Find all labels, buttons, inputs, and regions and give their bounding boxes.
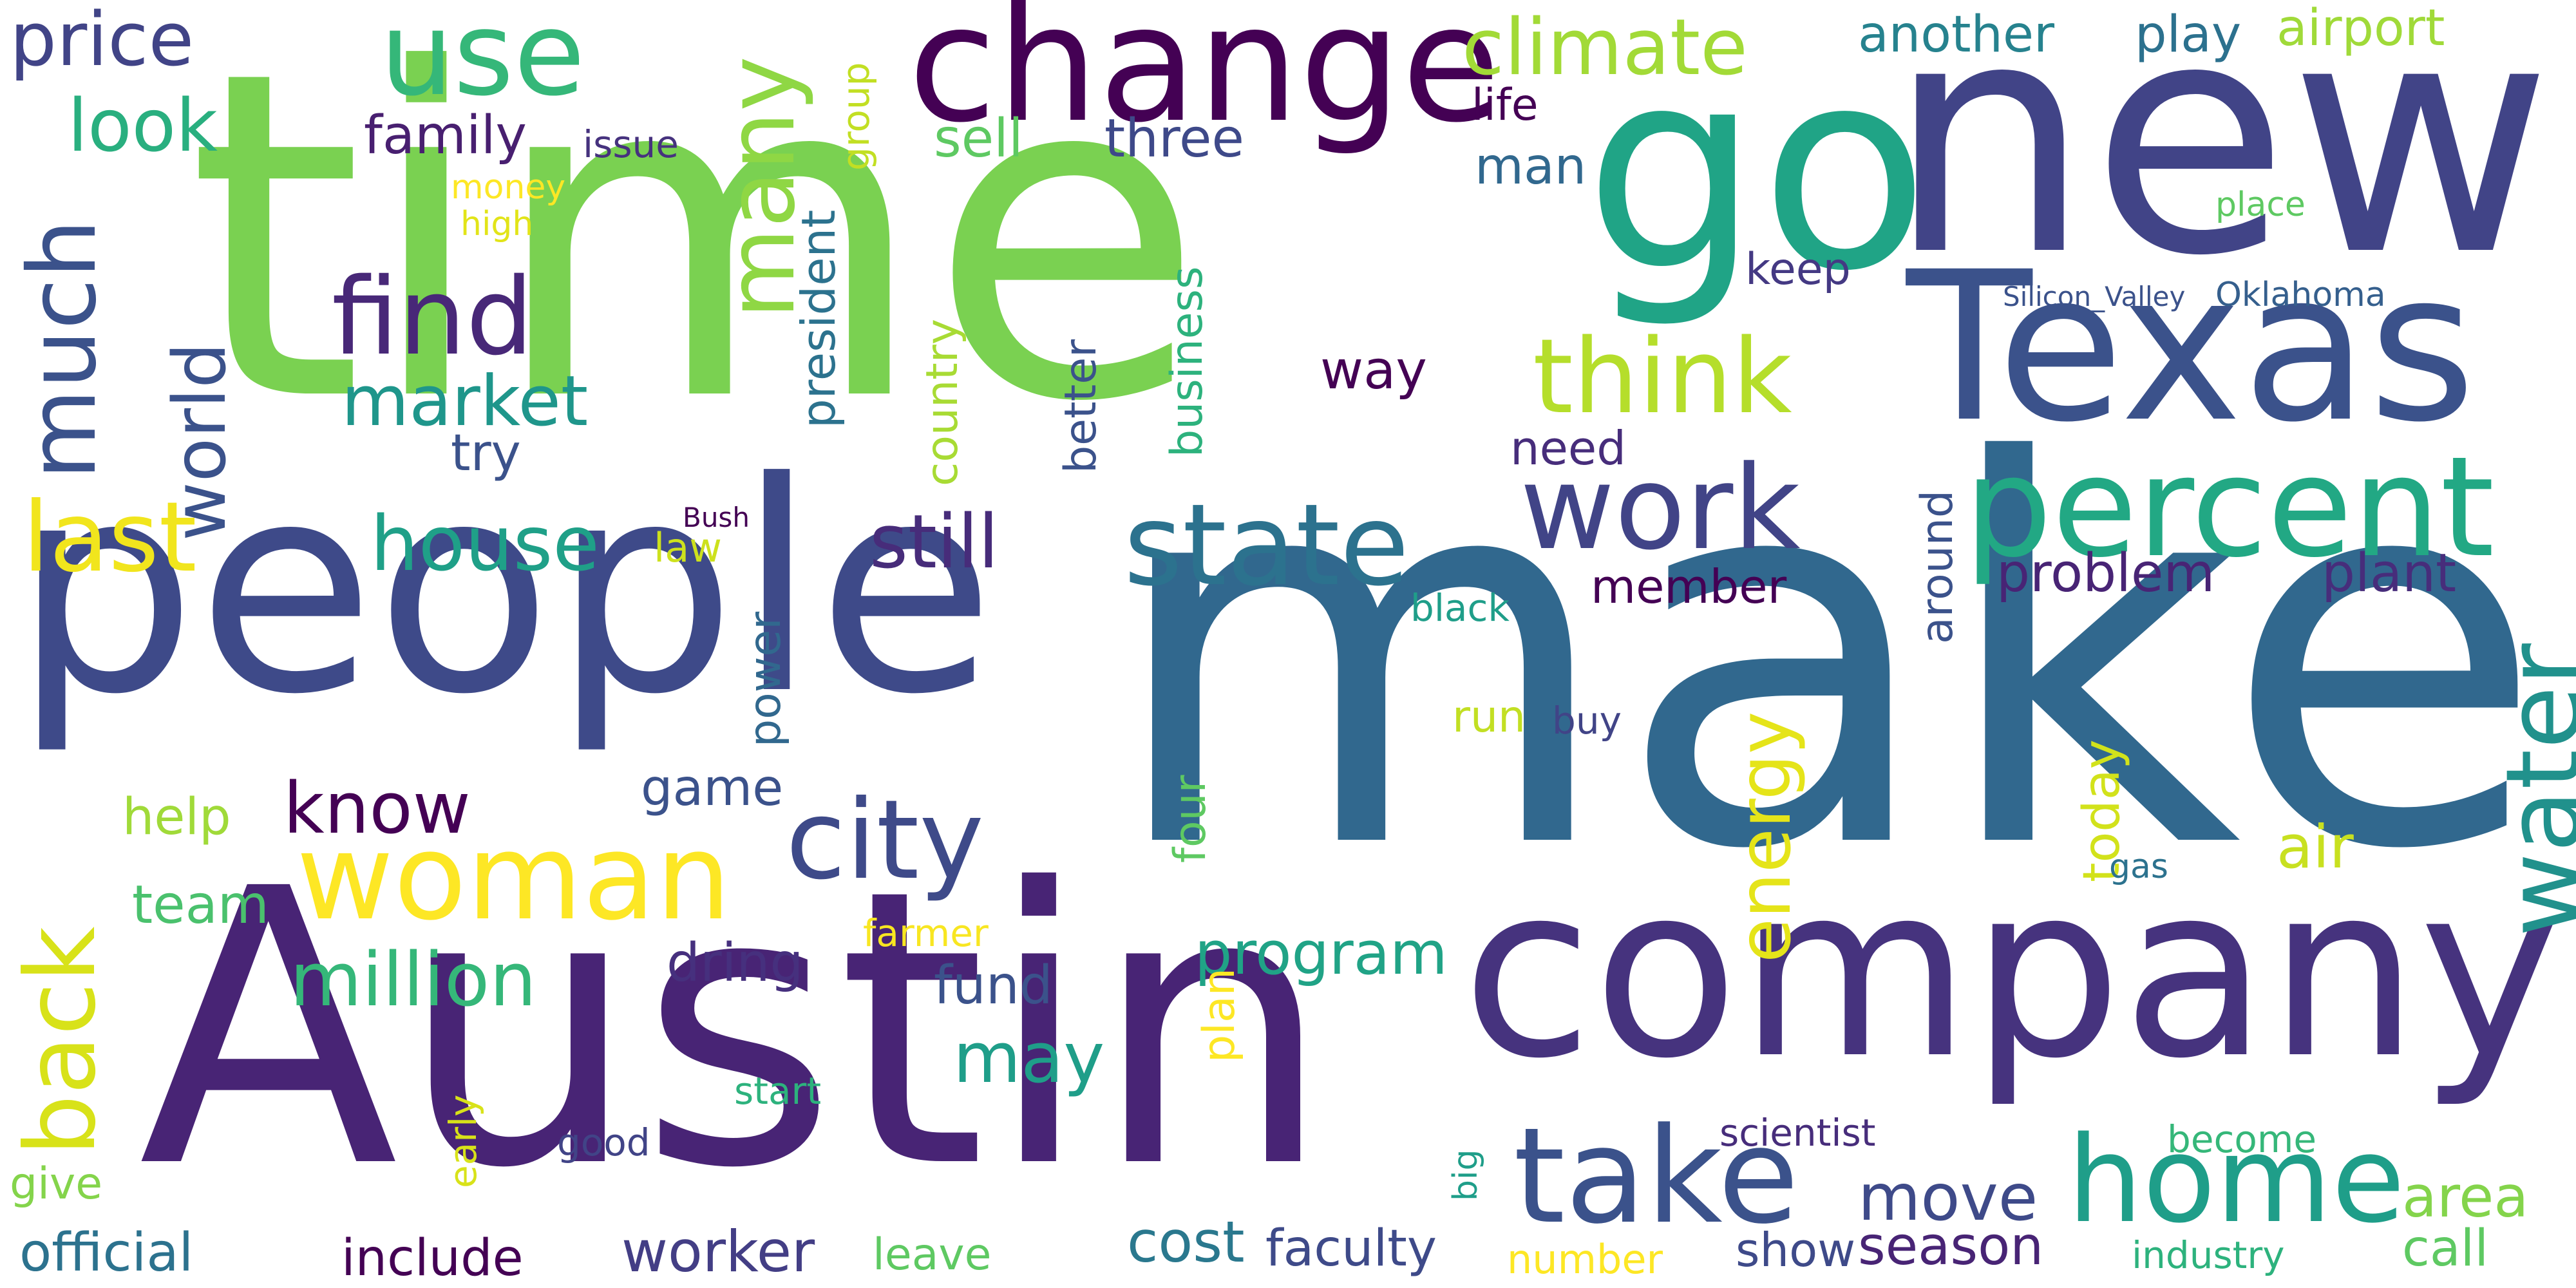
- word-work: work: [1520, 441, 1801, 576]
- word-early: early: [441, 1094, 485, 1188]
- word-problem: problem: [1996, 543, 2215, 604]
- word-Oklahoma: Oklahoma: [2215, 276, 2386, 314]
- word-good: good: [557, 1121, 650, 1164]
- word-law: law: [654, 524, 722, 571]
- word-start: start: [734, 1069, 822, 1113]
- word-program: program: [1195, 919, 1448, 988]
- word-new: new: [1887, 0, 2553, 326]
- word-big: big: [1446, 1149, 1485, 1201]
- word-try: try: [451, 424, 521, 482]
- word-family: family: [364, 105, 527, 166]
- word-include: include: [341, 1229, 524, 1287]
- word-run: run: [1452, 692, 1526, 743]
- word-call: call: [2402, 1220, 2489, 1278]
- word-season: season: [1858, 1216, 2044, 1277]
- word-price: price: [10, 0, 194, 83]
- word-know: know: [283, 767, 471, 849]
- word-give: give: [10, 1159, 103, 1209]
- word-climate: climate: [1462, 3, 1748, 93]
- word-industry: industry: [2132, 1233, 2285, 1277]
- word-water: water: [2483, 643, 2576, 937]
- word-around: around: [1912, 489, 1963, 644]
- word-high: high: [460, 205, 534, 243]
- word-energy: energy: [1723, 711, 1807, 963]
- word-money: money: [451, 168, 566, 207]
- word-official: official: [19, 1222, 194, 1283]
- word-still: still: [869, 499, 999, 585]
- word-go: go: [1584, 10, 1930, 332]
- word-find: find: [332, 255, 534, 379]
- word-people: people: [13, 421, 996, 758]
- word-power: power: [740, 611, 791, 747]
- word-plant: plant: [2322, 543, 2457, 604]
- word-buy: buy: [1552, 699, 1622, 743]
- word-four: four: [1165, 775, 1216, 863]
- word-country: country: [917, 318, 968, 486]
- word-leave: leave: [873, 1229, 992, 1280]
- word-think: think: [1533, 316, 1792, 437]
- word-issue: issue: [583, 122, 679, 166]
- word-three: three: [1104, 108, 1244, 169]
- word-scientist: scientist: [1719, 1111, 1876, 1155]
- word-man: man: [1475, 138, 1587, 196]
- word-help: help: [122, 788, 231, 846]
- word-black: black: [1410, 586, 1510, 630]
- word-group: group: [834, 62, 878, 171]
- word-plan: plan: [1194, 968, 1245, 1063]
- word-time: time: [187, 0, 1206, 500]
- word-percent: percent: [1964, 426, 2495, 588]
- word-member: member: [1591, 560, 1787, 614]
- word-life: life: [1472, 80, 1539, 131]
- word-state: state: [1124, 480, 1410, 611]
- word-show: show: [1736, 1223, 1856, 1277]
- word-become: become: [2167, 1117, 2317, 1161]
- word-may: may: [953, 1018, 1105, 1099]
- word-sell: sell: [934, 108, 1023, 169]
- word-another: another: [1858, 6, 2055, 64]
- word-last: last: [23, 482, 197, 594]
- word-president: president: [791, 209, 846, 428]
- word-number: number: [1507, 1236, 1663, 1283]
- word-better: better: [1056, 339, 1106, 473]
- word-gas: gas: [2109, 848, 2168, 886]
- word-farmer: farmer: [863, 911, 989, 955]
- word-worker: worker: [621, 1218, 815, 1285]
- word-game: game: [641, 759, 784, 817]
- word-cost: cost: [1127, 1209, 1245, 1275]
- word-look: look: [68, 84, 218, 168]
- word-dring: dring: [667, 933, 804, 994]
- word-change: change: [908, 0, 1501, 158]
- word-take: take: [1513, 1100, 1799, 1253]
- word-way: way: [1320, 340, 1427, 401]
- word-woman: woman: [296, 808, 732, 947]
- word-Bush: Bush: [683, 502, 750, 533]
- word-Texas: Texas: [1906, 228, 2476, 468]
- word-company: company: [1462, 834, 2561, 1111]
- word-area: area: [2402, 1164, 2529, 1230]
- word-much: much: [8, 219, 117, 480]
- word-team: team: [132, 875, 269, 936]
- word-Austin: Austin: [138, 809, 1333, 1251]
- word-use: use: [380, 0, 585, 122]
- word-fund: fund: [934, 955, 1053, 1016]
- word-airport: airport: [2277, 0, 2445, 57]
- word-market: market: [341, 361, 589, 442]
- word-air: air: [2277, 813, 2354, 882]
- word-house: house: [370, 499, 600, 588]
- word-business: business: [1162, 266, 1213, 457]
- word-world: world: [158, 342, 242, 541]
- word-need: need: [1510, 421, 1626, 475]
- word-place: place: [2215, 185, 2306, 224]
- word-Silicon_Valley: Silicon_Valley: [2003, 281, 2186, 312]
- word-city: city: [786, 777, 984, 904]
- word-back: back: [5, 926, 117, 1156]
- word-make: make: [1104, 353, 2546, 964]
- word-faculty: faculty: [1265, 1220, 1437, 1278]
- word-play: play: [2135, 6, 2242, 64]
- word-home: home: [2067, 1110, 2405, 1249]
- word-move: move: [1858, 1160, 2038, 1235]
- word-million: million: [290, 937, 537, 1023]
- word-keep: keep: [1745, 244, 1851, 295]
